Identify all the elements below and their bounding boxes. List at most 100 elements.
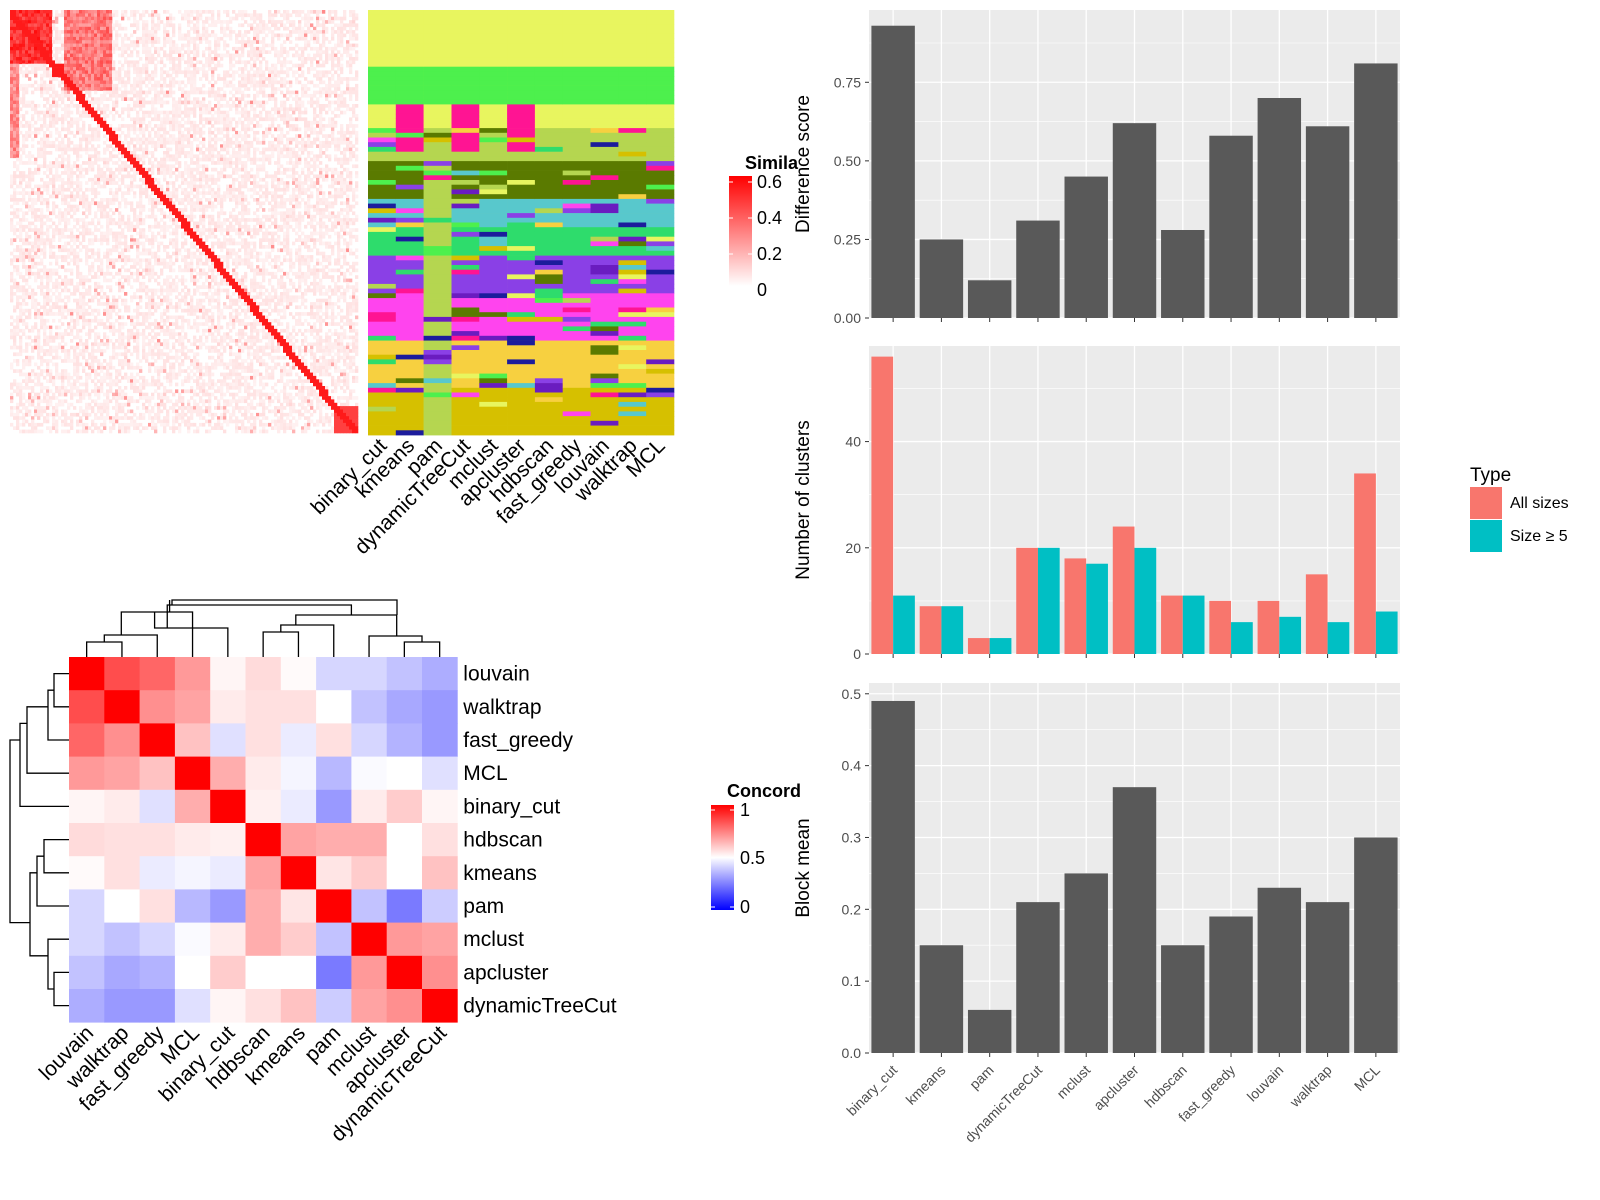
similarity-cell [328, 154, 332, 159]
similarity-cell [31, 104, 35, 108]
similarity-cell [220, 161, 224, 165]
similarity-cell [142, 187, 146, 192]
similarity-cell [214, 117, 218, 122]
similarity-cell [127, 53, 131, 58]
similarity-cell [34, 57, 38, 61]
similarity-cell [85, 110, 89, 115]
similarity-cell [202, 137, 206, 142]
similarity-cell [121, 117, 125, 122]
similarity-cell [223, 154, 227, 159]
similarity-cell [67, 208, 71, 212]
similarity-cell [139, 208, 143, 212]
similarity-cell [79, 154, 83, 159]
similarity-cell [271, 97, 275, 101]
similarity-cell [187, 63, 191, 68]
similarity-cell [181, 46, 185, 51]
similarity-cell [280, 164, 284, 169]
similarity-cell [136, 127, 140, 132]
similarity-cell [16, 124, 20, 128]
similarity-cell [19, 124, 23, 128]
similarity-cell [265, 67, 269, 71]
similarity-cell [199, 77, 203, 81]
similarity-cell [271, 114, 275, 118]
similarity-cell [349, 60, 353, 65]
similarity-cell [67, 50, 71, 54]
similarity-cell [340, 33, 344, 38]
similarity-cell [277, 167, 281, 172]
similarity-cell [82, 53, 86, 58]
similarity-cell [130, 157, 134, 162]
similarity-cell [46, 46, 50, 51]
similarity-cell [334, 23, 338, 28]
similarity-cell [139, 177, 143, 182]
similarity-cell [193, 10, 197, 14]
similarity-cell [232, 83, 236, 88]
similarity-cell [331, 211, 335, 216]
similarity-cell [118, 201, 122, 206]
similarity-cell [64, 63, 68, 68]
similarity-cell [325, 26, 329, 31]
similarity-cell [106, 13, 110, 18]
similarity-cell [31, 36, 35, 41]
similarity-cell [343, 10, 347, 14]
similarity-cell [253, 40, 257, 44]
similarity-cell [199, 184, 203, 189]
similarity-cell [133, 174, 137, 179]
similarity-cell [112, 50, 116, 54]
similarity-cell [58, 63, 62, 68]
similarity-cell [316, 174, 320, 179]
similarity-cell [337, 23, 341, 28]
similarity-cell [313, 90, 317, 95]
similarity-cell [163, 224, 167, 229]
similarity-cell [277, 171, 281, 175]
similarity-cell [154, 13, 158, 18]
similarity-cell [250, 174, 254, 179]
similarity-cell [13, 211, 17, 216]
similarity-cell [328, 104, 332, 108]
similarity-cell [184, 100, 188, 105]
similarity-cell [121, 67, 125, 71]
similarity-cell [70, 181, 74, 185]
similarity-cell [109, 33, 113, 38]
similarity-cell [337, 171, 341, 175]
similarity-cell [16, 211, 20, 216]
similarity-cell [241, 124, 245, 128]
similarity-cell [130, 151, 134, 155]
similarity-cell [316, 157, 320, 162]
similarity-cell [166, 120, 170, 125]
similarity-cell [289, 93, 293, 98]
similarity-cell [250, 218, 254, 222]
similarity-cell [238, 40, 242, 44]
similarity-cell [214, 127, 218, 132]
similarity-cell [319, 10, 323, 14]
similarity-cell [226, 187, 230, 192]
similarity-cell [322, 40, 326, 44]
similarity-cell [169, 147, 173, 152]
similarity-cell [331, 73, 335, 78]
similarity-cell [85, 107, 89, 112]
similarity-cell [184, 171, 188, 175]
similarity-cell [298, 114, 302, 118]
similarity-cell [103, 67, 107, 71]
similarity-cell [85, 83, 89, 88]
similarity-cell [103, 40, 107, 44]
similarity-cell [196, 198, 200, 202]
similarity-cell [283, 214, 287, 219]
similarity-cell [280, 50, 284, 54]
similarity-cell [259, 218, 263, 222]
similarity-cell [265, 154, 269, 159]
similarity-cell [142, 127, 146, 132]
similarity-cell [301, 83, 305, 88]
similarity-cell [13, 124, 17, 128]
similarity-cell [22, 90, 26, 95]
similarity-cell [196, 191, 200, 195]
similarity-cell [94, 30, 98, 34]
similarity-cell [70, 164, 74, 169]
similarity-cell [280, 134, 284, 138]
similarity-cell [292, 127, 296, 132]
similarity-cell [64, 23, 68, 28]
similarity-cell [262, 23, 266, 28]
similarity-cell [163, 144, 167, 148]
similarity-cell [166, 171, 170, 175]
similarity-cell [235, 70, 239, 75]
